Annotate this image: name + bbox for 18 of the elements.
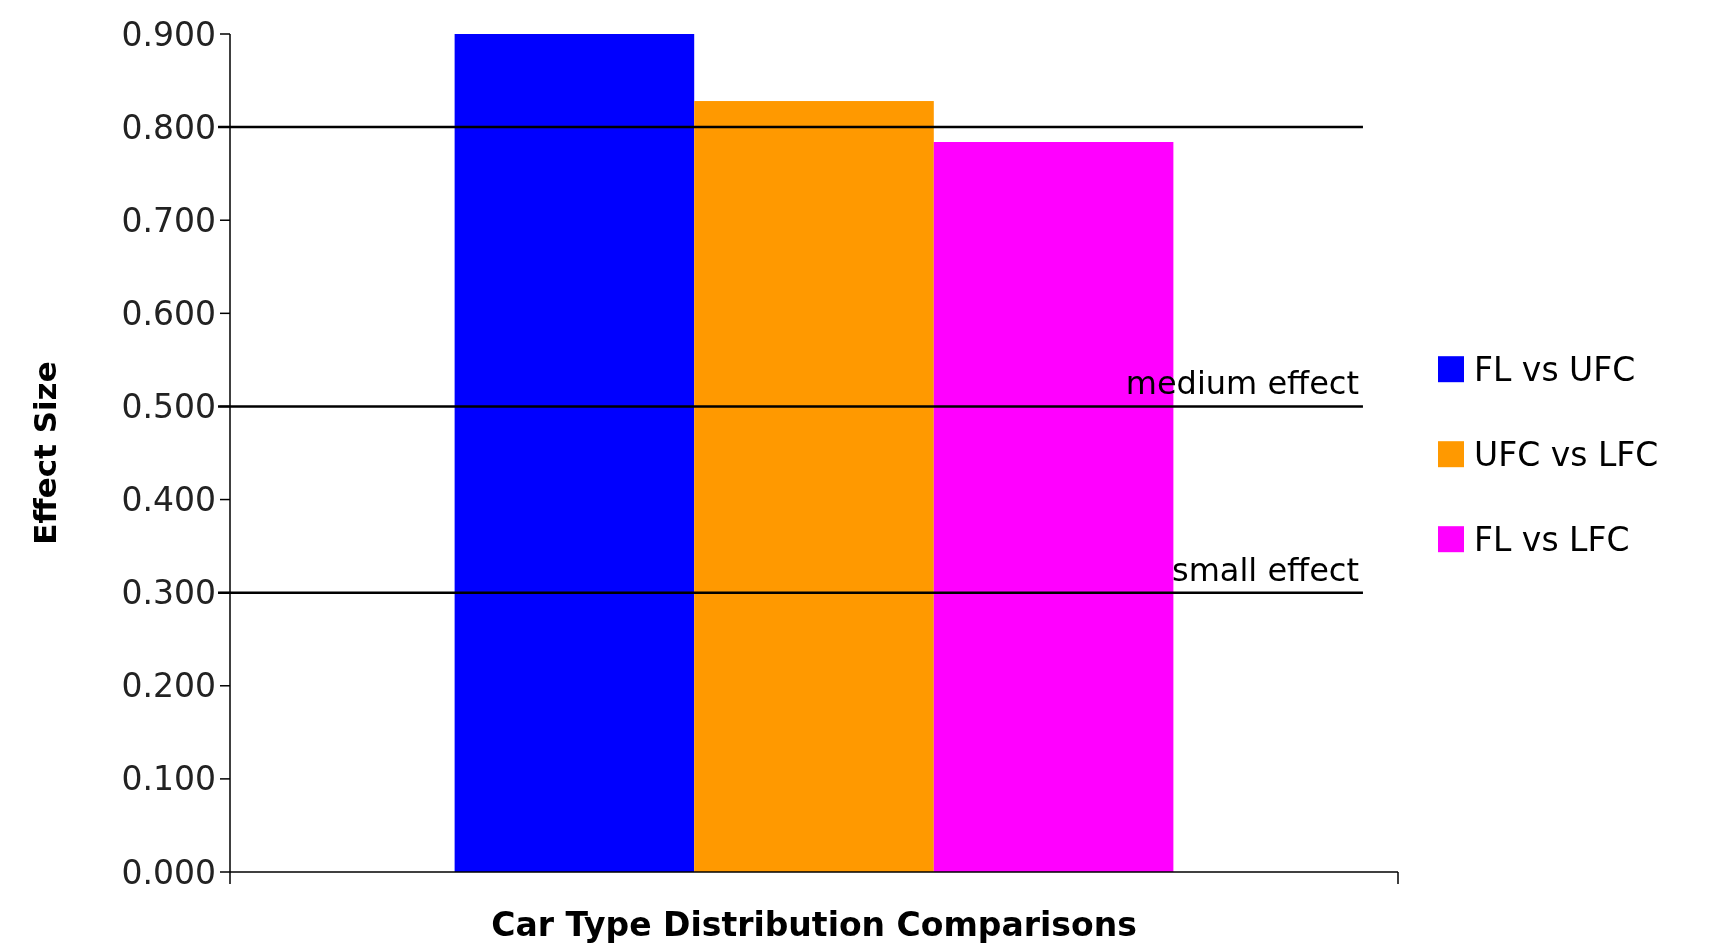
bar [694, 101, 934, 872]
y-tick-label: 0.700 [121, 200, 216, 240]
legend-label: FL vs UFC [1474, 349, 1636, 389]
y-tick-label: 0.600 [121, 293, 216, 333]
legend-label: UFC vs LFC [1474, 434, 1659, 474]
ref-line-label: small effect [1171, 550, 1359, 589]
y-tick-label: 0.100 [121, 759, 216, 799]
x-axis-title: Car Type Distribution Comparisons [491, 905, 1137, 944]
y-tick-label: 0.200 [121, 666, 216, 706]
y-tick-label: 0.900 [121, 14, 216, 54]
y-tick-label: 0.300 [121, 573, 216, 613]
y-axis-title: Effect Size [27, 361, 63, 545]
bar [454, 34, 695, 872]
y-tick-label: 0.800 [121, 107, 216, 147]
legend-label: FL vs LFC [1474, 519, 1630, 559]
y-tick-label: 0.500 [121, 386, 216, 426]
y-tick-label: 0.000 [121, 852, 216, 892]
y-tick-label: 0.400 [121, 480, 216, 520]
